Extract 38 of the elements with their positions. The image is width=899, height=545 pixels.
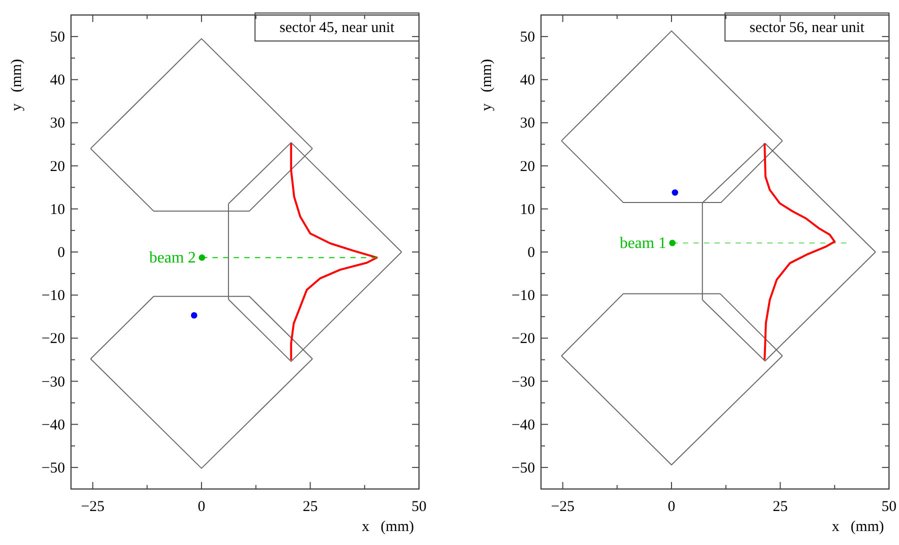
y-tick-label: −10 bbox=[42, 288, 65, 304]
y-tick-label: 50 bbox=[520, 30, 535, 46]
x-tick-label: 0 bbox=[668, 499, 676, 515]
y-tick-label: −50 bbox=[512, 460, 535, 476]
x-tick-label: −25 bbox=[551, 499, 574, 515]
y-tick-label: −40 bbox=[512, 417, 535, 434]
y-tick-label: −20 bbox=[42, 331, 65, 348]
y-tick-label: 20 bbox=[520, 158, 535, 175]
x-tick-label: 50 bbox=[882, 499, 896, 515]
y-tick-label: −30 bbox=[42, 374, 65, 390]
y-tick-label: 10 bbox=[520, 202, 535, 218]
y-axis-title: y (mm) bbox=[479, 58, 495, 112]
y-tick-label: 50 bbox=[50, 30, 65, 46]
y-tick-label: 30 bbox=[50, 116, 65, 132]
x-tick-label: 25 bbox=[772, 499, 788, 515]
x-tick-label: 25 bbox=[302, 499, 318, 515]
y-tick-label: −20 bbox=[512, 331, 535, 348]
annotation: beam 1 bbox=[620, 234, 666, 252]
x-tick-label: −25 bbox=[81, 499, 104, 515]
annotation: sector 45, near unit bbox=[280, 20, 396, 36]
y-tick-label: 40 bbox=[520, 72, 535, 89]
y-tick-label: −40 bbox=[42, 417, 65, 434]
y-tick-label: 40 bbox=[50, 72, 65, 89]
y-tick-label: −10 bbox=[512, 288, 535, 304]
x-axis-title: x (mm) bbox=[832, 519, 884, 535]
y-tick-label: −30 bbox=[512, 374, 535, 390]
y-tick-label: 0 bbox=[528, 245, 535, 261]
annotation: beam 2 bbox=[149, 250, 196, 267]
y-tick-label: 0 bbox=[58, 245, 65, 261]
y-tick-label: 10 bbox=[50, 202, 65, 218]
x-tick-label: 0 bbox=[198, 499, 206, 515]
y-tick-label: 30 bbox=[520, 116, 535, 132]
x-axis-title: x (mm) bbox=[362, 519, 414, 535]
annotation: sector 56, near unit bbox=[750, 20, 866, 36]
y-tick-label: 20 bbox=[50, 158, 65, 175]
y-axis-title: y (mm) bbox=[9, 58, 25, 112]
x-tick-label: 50 bbox=[412, 499, 426, 515]
y-tick-label: −50 bbox=[42, 460, 65, 476]
